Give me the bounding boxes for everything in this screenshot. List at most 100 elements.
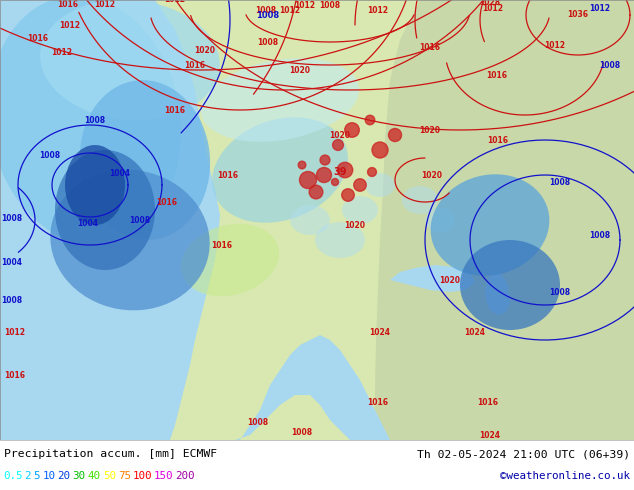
Text: 1012: 1012 xyxy=(482,3,503,13)
Text: 1012: 1012 xyxy=(280,5,301,15)
Text: 0.5: 0.5 xyxy=(3,471,22,481)
Text: 1016: 1016 xyxy=(212,241,233,249)
Text: 1028: 1028 xyxy=(479,0,501,6)
Text: 1008: 1008 xyxy=(320,0,340,9)
Text: 1020: 1020 xyxy=(422,171,443,179)
Text: 1016: 1016 xyxy=(27,33,48,43)
Ellipse shape xyxy=(40,0,220,120)
Circle shape xyxy=(354,179,366,191)
Ellipse shape xyxy=(50,170,210,310)
Polygon shape xyxy=(200,335,390,440)
Text: 1008: 1008 xyxy=(257,38,278,47)
Ellipse shape xyxy=(212,117,348,223)
Circle shape xyxy=(332,178,339,186)
Text: 1016: 1016 xyxy=(217,171,238,179)
Text: 200: 200 xyxy=(175,471,195,481)
Polygon shape xyxy=(120,0,200,130)
Text: 1008: 1008 xyxy=(550,288,571,296)
Text: 1012: 1012 xyxy=(590,3,611,13)
Ellipse shape xyxy=(460,240,560,330)
Circle shape xyxy=(320,155,330,165)
Text: 1004: 1004 xyxy=(1,258,22,267)
Circle shape xyxy=(368,168,377,176)
Text: 1016: 1016 xyxy=(477,397,498,407)
Ellipse shape xyxy=(65,145,125,225)
Text: 1020: 1020 xyxy=(195,46,216,54)
Text: 1020: 1020 xyxy=(330,130,351,140)
Text: 1008: 1008 xyxy=(247,417,269,426)
Text: 1008: 1008 xyxy=(1,295,23,304)
Text: 1012: 1012 xyxy=(164,0,186,4)
Text: 1008: 1008 xyxy=(84,116,106,124)
Ellipse shape xyxy=(315,222,365,258)
Text: ©weatheronline.co.uk: ©weatheronline.co.uk xyxy=(500,471,630,481)
Polygon shape xyxy=(374,0,634,440)
Text: 1008: 1008 xyxy=(39,150,61,160)
Circle shape xyxy=(345,122,359,137)
Text: 30: 30 xyxy=(73,471,86,481)
Circle shape xyxy=(333,140,344,150)
Text: 1012: 1012 xyxy=(4,327,25,337)
Circle shape xyxy=(389,128,401,142)
Text: 1008: 1008 xyxy=(550,177,571,187)
Text: 1008: 1008 xyxy=(1,214,23,222)
Text: 10: 10 xyxy=(42,471,56,481)
Text: 1004: 1004 xyxy=(77,219,98,227)
Text: 1020: 1020 xyxy=(344,220,365,229)
Text: 1016: 1016 xyxy=(488,136,508,145)
Text: 1016: 1016 xyxy=(184,60,205,70)
Circle shape xyxy=(309,185,323,199)
Text: 1036: 1036 xyxy=(567,9,588,19)
Ellipse shape xyxy=(80,80,210,240)
Text: 39: 39 xyxy=(333,167,347,177)
Text: 75: 75 xyxy=(118,471,131,481)
Circle shape xyxy=(372,142,388,158)
Text: 20: 20 xyxy=(58,471,70,481)
Text: 150: 150 xyxy=(154,471,174,481)
Text: Th 02-05-2024 21:00 UTC (06+39): Th 02-05-2024 21:00 UTC (06+39) xyxy=(417,449,630,459)
Text: 1008: 1008 xyxy=(129,216,150,224)
Text: 1004: 1004 xyxy=(110,169,131,177)
Text: 1008: 1008 xyxy=(292,427,313,437)
Ellipse shape xyxy=(402,186,438,214)
Text: 1020: 1020 xyxy=(420,125,441,135)
Text: 1016: 1016 xyxy=(157,197,178,206)
Circle shape xyxy=(299,172,316,189)
Text: 1012: 1012 xyxy=(368,5,389,15)
Text: Precipitation accum. [mm] ECMWF: Precipitation accum. [mm] ECMWF xyxy=(4,449,217,459)
Text: 1016: 1016 xyxy=(164,105,186,115)
Text: 5: 5 xyxy=(33,471,40,481)
Text: 1012: 1012 xyxy=(60,21,81,29)
Text: 1012: 1012 xyxy=(94,0,115,8)
Ellipse shape xyxy=(201,58,359,142)
Text: 50: 50 xyxy=(103,471,116,481)
Ellipse shape xyxy=(430,174,550,276)
Text: 1024: 1024 xyxy=(370,327,391,337)
Text: 1008: 1008 xyxy=(590,230,611,240)
Ellipse shape xyxy=(55,150,155,270)
Ellipse shape xyxy=(425,208,455,232)
Circle shape xyxy=(365,115,375,125)
Polygon shape xyxy=(485,272,510,315)
Circle shape xyxy=(298,161,306,169)
Text: 1012: 1012 xyxy=(51,48,72,56)
Text: 1024: 1024 xyxy=(479,431,500,440)
Ellipse shape xyxy=(0,0,181,244)
Text: 100: 100 xyxy=(133,471,153,481)
Text: 1016: 1016 xyxy=(486,71,507,79)
Text: 1016: 1016 xyxy=(368,397,389,407)
Text: 1012: 1012 xyxy=(295,0,316,9)
Text: 1008: 1008 xyxy=(256,10,280,20)
Text: 2: 2 xyxy=(24,471,30,481)
Text: 1008: 1008 xyxy=(599,60,621,70)
Ellipse shape xyxy=(181,224,279,296)
Ellipse shape xyxy=(342,196,378,224)
Text: 1012: 1012 xyxy=(545,41,566,49)
Text: 1024: 1024 xyxy=(465,327,486,337)
Text: 1020: 1020 xyxy=(290,66,311,74)
Ellipse shape xyxy=(290,205,330,235)
Text: 1016: 1016 xyxy=(4,370,25,380)
Polygon shape xyxy=(390,265,475,292)
Circle shape xyxy=(342,189,354,201)
Ellipse shape xyxy=(365,173,395,197)
